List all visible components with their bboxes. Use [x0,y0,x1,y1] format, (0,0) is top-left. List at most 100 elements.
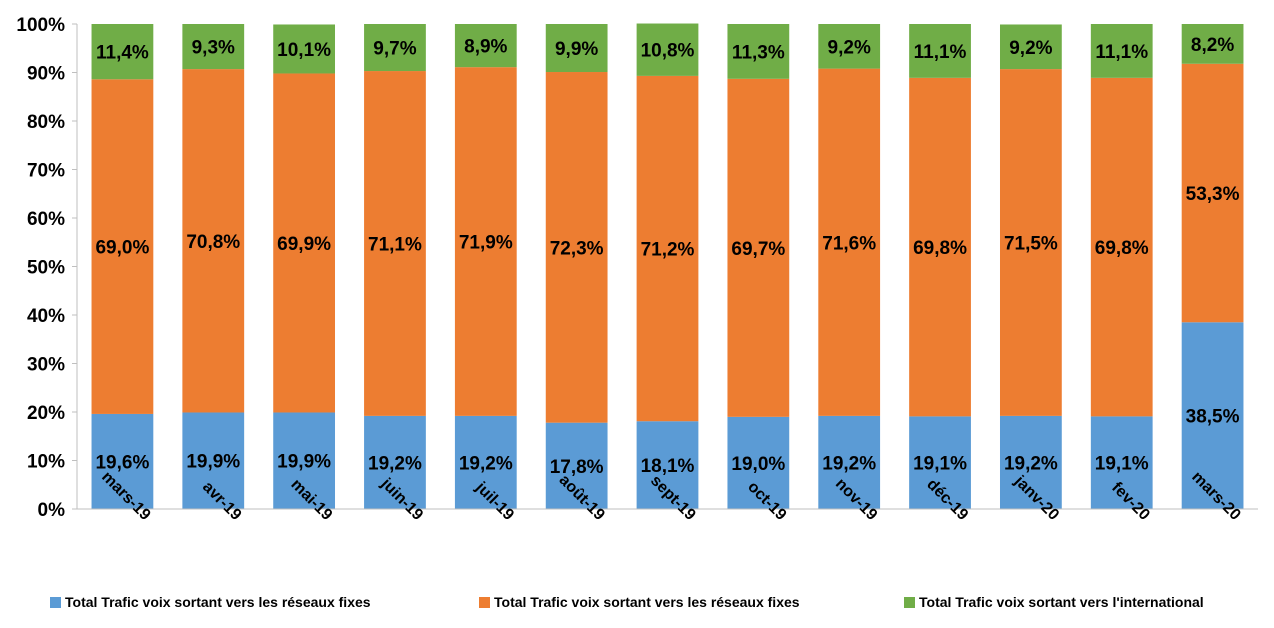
data-label: 11,1% [914,42,967,63]
y-tick-label: 40% [27,306,65,327]
data-label: 11,1% [1095,42,1148,63]
y-axis: 0% 10% 20% 30% 40% 50% 60% 70% 80% 90% 100% [16,15,78,521]
bar-segment-green [91,24,154,80]
legend-item-fixed-1: Total Trafic voix sortant vers les résea… [50,594,371,610]
bar-segment-blue [818,415,881,509]
data-label: 8,9% [464,37,507,58]
data-label: 71,5% [1004,233,1058,254]
data-label: 18,1% [641,456,695,477]
bar-segment-green [727,24,790,79]
bar-segment-blue [909,416,971,509]
data-label: 10,1% [277,40,331,61]
data-label: 72,3% [550,238,604,259]
y-tick-label: 10% [27,452,65,473]
bar-segment-blue [1090,416,1153,509]
data-label: 70,8% [186,232,240,253]
data-label: 19,1% [913,454,967,475]
bar-segment-green [1090,24,1153,78]
bar-segment-green [636,23,699,76]
data-label: 10,8% [641,41,695,62]
legend-label: Total Trafic voix sortant vers les résea… [494,594,800,610]
bar-segment-blue [999,415,1062,509]
stacked-bar-chart: 0% 10% 20% 30% 40% 50% 60% 70% 80% 90% 100% 19,6% 6… [16,15,1258,524]
data-label: 19,9% [186,452,240,473]
legend-label: Total Trafic voix sortant vers l'interna… [919,594,1204,610]
bar-segment-orange [91,79,154,414]
data-label: 71,9% [459,233,513,254]
bar-segment-orange [727,78,790,417]
bar-segment-blue [636,421,699,509]
data-label: 71,2% [641,240,695,261]
bar-segment-green [182,24,245,70]
legend-swatch-green [904,596,915,608]
legend-item-international: Total Trafic voix sortant vers l'interna… [904,594,1204,610]
bar-segment-green [545,24,608,73]
legend-swatch-orange [479,596,490,608]
y-tick-label: 0% [38,500,66,521]
data-label: 19,2% [1004,453,1058,474]
y-tick-label: 100% [16,15,65,36]
data-label: 8,2% [1191,35,1234,56]
bar-segment-green [273,24,336,74]
bar-segment-green [1181,24,1244,64]
data-label: 69,8% [1095,238,1149,259]
data-label: 71,6% [822,233,876,254]
data-label: 19,9% [277,452,331,473]
y-tick-label: 20% [27,403,65,424]
data-label: 38,5% [1186,407,1240,428]
data-label: 9,9% [555,39,598,60]
data-label: 19,0% [731,454,785,475]
bar-segment-blue [545,422,608,509]
bar-segment-green [999,24,1062,70]
bar-segment-green [818,24,881,69]
bar-segment-orange [364,71,426,416]
bars: 19,6% 69,0% 11,4% 19,9% 70,8% 9,3% 19,9% 69,9% 1… [91,23,1244,509]
bar-segment-green [454,24,517,68]
bar-segment-green [364,24,426,72]
y-tick-label: 60% [27,209,65,230]
bar-segment-orange [636,75,699,422]
legend: Total Trafic voix sortant vers les résea… [0,594,1274,616]
bar-segment-green [909,24,971,78]
bar-segment-orange [909,77,971,417]
data-label: 53,3% [1186,184,1240,205]
legend-label: Total Trafic voix sortant vers les résea… [65,594,371,610]
data-label: 9,2% [828,37,871,58]
bar-segment-blue [364,415,426,509]
data-label: 71,1% [368,234,422,255]
y-tick-label: 80% [27,112,65,133]
data-label: 11,4% [96,43,149,64]
bar-segment-blue [454,415,517,509]
bar-segment-blue [91,413,154,509]
bar-segment-orange [182,69,245,413]
bar-segment-orange [818,68,881,416]
data-label: 19,6% [95,452,149,473]
data-label: 11,3% [732,42,785,63]
bar-segment-orange [273,73,336,413]
y-tick-label: 50% [27,258,65,279]
data-label: 9,7% [373,39,416,60]
legend-swatch-blue [50,596,61,608]
bar-segment-blue [1181,322,1244,509]
bar-segment-blue [182,412,245,509]
bar-segment-orange [454,67,517,416]
data-label: 9,2% [1009,38,1052,59]
data-label: 19,2% [368,453,422,474]
data-label: 9,3% [192,38,235,59]
y-tick-label: 90% [27,64,65,85]
data-label: 69,9% [277,234,331,255]
bar-segment-blue [273,412,336,509]
bar-segment-blue [727,416,790,509]
bar-segment-orange [545,72,608,423]
bar-segment-orange [1181,63,1244,323]
data-label: 19,2% [822,453,876,474]
data-label: 19,2% [459,453,513,474]
data-label: 69,0% [95,238,149,259]
bar-segment-orange [1090,77,1153,417]
data-label: 17,8% [550,457,604,478]
data-label: 69,7% [731,239,785,260]
y-tick-label: 70% [27,161,65,182]
y-tick-label: 30% [27,355,65,376]
data-label: 69,8% [913,238,967,259]
legend-item-fixed-2: Total Trafic voix sortant vers les résea… [479,594,800,610]
